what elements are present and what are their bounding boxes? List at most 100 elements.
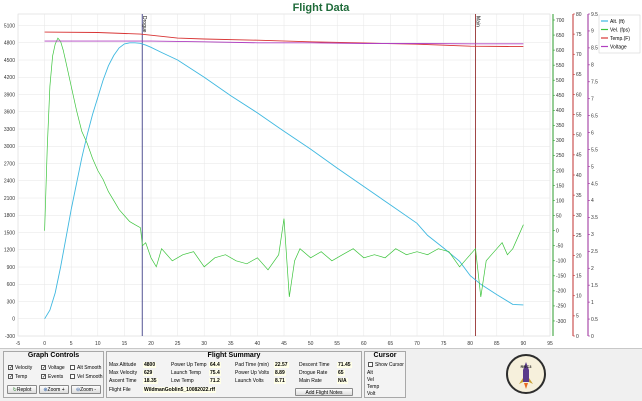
events-checkbox[interactable]: ✓ [41,374,47,380]
velocity-tick-label: 600 [556,48,565,54]
zoom-out-label: Zoom - [80,387,97,393]
voltage-tick-label: 7 [591,97,594,103]
cursor-row-volt: Volt [367,391,376,397]
temperature-tick-label: 65 [576,72,582,78]
alt-smooth-checkbox[interactable] [70,365,75,370]
velocity-tick-label: -250 [556,304,566,310]
flight-summary-box: Flight Summary Max Altitude 4800 Max Vel… [106,351,362,398]
temperature-tick-label: 70 [576,52,582,58]
voltage-tick-label: 9.5 [591,12,598,18]
pad-time-label: Pad Time (min) [235,362,269,368]
alt-smooth-checkbox-label: Alt Smooth [77,365,102,371]
x-tick-label: 65 [388,341,394,347]
replot-button[interactable]: ↻Replot [7,385,37,394]
logo-text: RRC3 [521,364,533,369]
graph-controls-title: Graph Controls [27,352,80,359]
velocity-axis: -300 -250 -200 -150 -100 -50 0 50 100 150 200 250 30… [552,14,566,336]
x-tick-label: -5 [16,341,21,347]
temperature-tick-label: 60 [576,92,582,98]
velocity-tick-label: -50 [556,244,563,250]
voltage-checkbox-label: Voltage [48,365,65,371]
main-rate-value: N/A [337,378,348,384]
altitude-tick-label: 0 [12,317,15,323]
show-cursor-checkbox[interactable] [368,362,373,367]
event-label-drogue: Drogue [141,16,147,33]
rrc3-logo: RRC3 [506,354,546,394]
x-tick-label: 60 [361,341,367,347]
ascent-time-label: Ascent Time [109,378,137,384]
add-flight-notes-button[interactable]: Add Flight Notes [295,388,353,396]
x-tick-label: 45 [281,341,287,347]
x-tick-label: 35 [228,341,234,347]
altitude-tick-label: -300 [5,334,15,340]
velocity-tick-label: 50 [556,213,562,219]
velocity-checkbox[interactable]: ✓ [8,365,14,371]
graph-controls-box: Graph Controls ✓ Velocity ✓ Voltage Alt … [3,351,104,398]
max-altitude-value: 4800 [143,362,157,368]
zoom-in-button[interactable]: ⊕Zoom + [39,385,69,394]
velocity-tick-label: 200 [556,168,565,174]
x-tick-label: 55 [334,341,340,347]
velocity-tick-label: 100 [556,198,565,204]
flight-chart: -5 0 5 10 15 20 25 30 35 40 45 50 55 60 65 70 75 80 85 90 95… [4,12,641,347]
flight-file-value: WildmanGoblin5_10082022.rff [143,387,217,393]
temperature-tick-label: 30 [576,213,582,219]
power-up-temp-value: 64.4 [209,362,221,368]
x-tick-label: 5 [70,341,73,347]
temp-checkbox-label: Temp [15,374,28,380]
show-cursor-label: Show Cursor [375,362,404,368]
velocity-tick-label: -200 [556,289,566,295]
velocity-tick-label: 150 [556,183,565,189]
replot-icon: ↻ [12,387,17,393]
altitude-tick-label: 3600 [4,110,15,116]
vel-smooth-checkbox[interactable] [70,374,75,379]
power-up-volts-value: 8.89 [274,370,286,376]
temperature-tick-label: 35 [576,193,582,199]
altitude-axis: -300 0 300 600 900 1200 1500 1800 2100 2400 2700 30… [4,23,15,340]
voltage-tick-label: 4.5 [591,181,598,187]
voltage-tick-label: 3 [591,232,594,238]
voltage-tick-label: 8 [591,63,594,69]
legend-label: Alt. (ft) [610,19,625,25]
voltage-tick-label: 7.5 [591,80,598,86]
chart-grid [17,14,551,337]
x-tick-label: 80 [467,341,473,347]
voltage-axis: 0 0.5 1 1.5 2 2.5 3 3.5 4 4.5 5 5.5 6 6.5 7 7.5 8 8.5 9 9.5 [587,12,598,340]
velocity-line [44,37,524,297]
legend-label: Vel. (fps) [610,27,630,33]
max-velocity-value: 629 [143,370,154,376]
temperature-tick-label: 20 [576,253,582,259]
velocity-tick-label: 550 [556,63,565,69]
zoom-in-label: Zoom + [47,387,65,393]
max-altitude-label: Max Altitude [109,362,137,368]
altitude-tick-label: 5100 [4,23,15,29]
zoom-in-icon: ⊕ [43,387,48,393]
velocity-tick-label: 500 [556,78,565,84]
altitude-tick-label: 4500 [4,58,15,64]
launch-volts-value: 8.71 [274,378,286,384]
voltage-tick-label: 5.5 [591,147,598,153]
flight-summary-title: Flight Summary [207,352,261,359]
cursor-row-vel: Vel [367,377,374,383]
drogue-rate-label: Drogue Rate [299,370,328,376]
launch-volts-label: Launch Volts [235,378,264,384]
temperature-tick-label: 25 [576,233,582,239]
temperature-tick-label: 45 [576,153,582,159]
x-tick-label: 40 [255,341,261,347]
velocity-tick-label: 650 [556,33,565,39]
velocity-tick-label: -150 [556,274,566,280]
zoom-out-button[interactable]: ⊖Zoom - [71,385,101,394]
page-title: Flight Data [292,2,350,14]
voltage-tick-label: 6.5 [591,113,598,119]
temp-checkbox[interactable]: ✓ [8,374,14,380]
cursor-box: Cursor Show Cursor Alt Vel Temp Volt [364,351,406,398]
voltage-checkbox[interactable]: ✓ [41,365,47,371]
legend-label: Voltage [610,44,627,50]
altitude-tick-label: 2400 [4,179,15,185]
cursor-row-alt: Alt [367,370,373,376]
velocity-checkbox-label: Velocity [15,365,33,371]
x-tick-label: 10 [95,341,101,347]
temperature-tick-label: 0 [576,334,579,340]
x-tick-label: 15 [122,341,128,347]
temperature-tick-label: 55 [576,112,582,118]
